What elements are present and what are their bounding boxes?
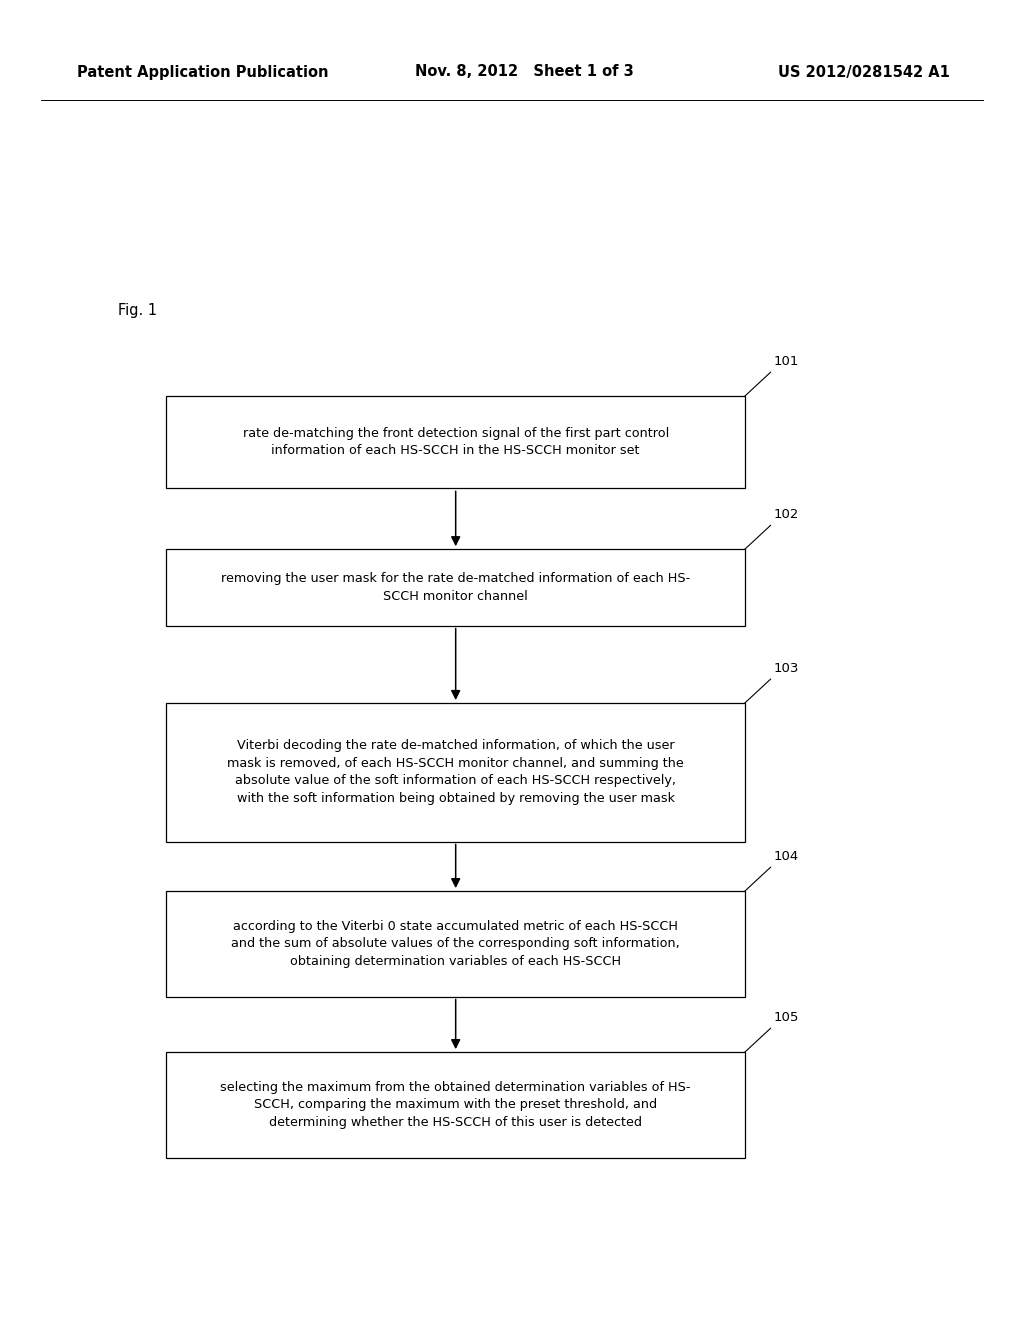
Text: Fig. 1: Fig. 1 (118, 302, 157, 318)
Text: US 2012/0281542 A1: US 2012/0281542 A1 (778, 65, 950, 79)
Bar (167, 1052, 745, 1158)
Text: rate de-matching the front detection signal of the first part control
informatio: rate de-matching the front detection sig… (243, 426, 669, 458)
Text: 102: 102 (774, 508, 799, 521)
Text: selecting the maximum from the obtained determination variables of HS-
SCCH, com: selecting the maximum from the obtained … (220, 1081, 691, 1129)
Bar (167, 891, 745, 997)
Text: 103: 103 (774, 663, 799, 676)
Text: Nov. 8, 2012   Sheet 1 of 3: Nov. 8, 2012 Sheet 1 of 3 (415, 65, 634, 79)
Text: Patent Application Publication: Patent Application Publication (77, 65, 329, 79)
Bar (167, 704, 745, 842)
Text: 104: 104 (774, 850, 799, 863)
Text: 101: 101 (774, 355, 799, 368)
Bar (167, 549, 745, 626)
Text: according to the Viterbi 0 state accumulated metric of each HS-SCCH
and the sum : according to the Viterbi 0 state accumul… (231, 920, 680, 968)
Text: removing the user mask for the rate de-matched information of each HS-
SCCH moni: removing the user mask for the rate de-m… (221, 572, 690, 603)
Text: Viterbi decoding the rate de-matched information, of which the user
mask is remo: Viterbi decoding the rate de-matched inf… (227, 739, 684, 805)
Bar (167, 396, 745, 488)
Text: 105: 105 (774, 1011, 799, 1024)
